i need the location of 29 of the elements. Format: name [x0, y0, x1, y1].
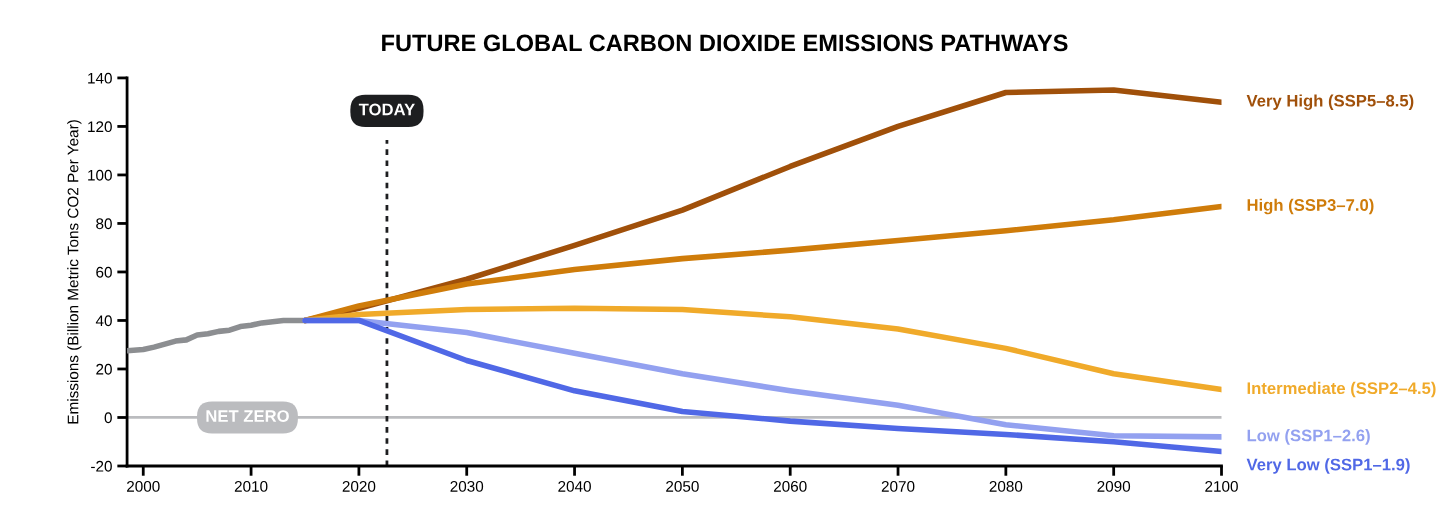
series-label: Low (SSP1–2.6) [1247, 429, 1370, 445]
chart-title: FUTURE GLOBAL CARBON DIOXIDE EMISSIONS PATHWAYS [382, 34, 1068, 52]
series-label: High (SSP3–7.0) [1247, 198, 1374, 215]
y-tick-label: 0 [104, 412, 112, 424]
x-tick-label: 2040 [558, 480, 591, 492]
x-tick-label: 2010 [234, 480, 268, 492]
y-tick-label: -20 [91, 460, 112, 472]
series-label: Intermediate (SSP2–4.5) [1247, 381, 1436, 398]
x-tick-label: 2100 [1205, 480, 1238, 492]
x-tick-label: 2030 [450, 480, 484, 492]
x-tick-label: 2070 [881, 480, 915, 492]
y-axis-title: Emissions (Billion Metric Tons CO2 Per Year) [67, 120, 82, 424]
x-tick-label: 2050 [666, 480, 699, 492]
ref-line-label: TODAY [358, 103, 415, 116]
x-tick-label: 2060 [773, 480, 807, 492]
y-tick-label: 60 [96, 266, 112, 278]
y-tick-label: 40 [95, 315, 112, 327]
ref-line-label: NET ZERO [206, 410, 289, 422]
series-label: Very High (SSP5–8.5) [1246, 94, 1414, 110]
series-label: Very Low (SSP1–1.9) [1246, 458, 1410, 474]
x-tick-label: 2090 [1097, 480, 1131, 492]
y-tick-label: 20 [96, 363, 112, 375]
x-tick-label: 2020 [342, 480, 376, 492]
y-tick-label: 140 [88, 72, 112, 84]
y-tick-label: 100 [88, 169, 112, 181]
x-tick-label: 2000 [127, 480, 160, 492]
y-tick-label: 80 [96, 218, 112, 230]
x-tick-label: 2080 [989, 480, 1023, 492]
y-tick-label: 120 [88, 121, 112, 133]
